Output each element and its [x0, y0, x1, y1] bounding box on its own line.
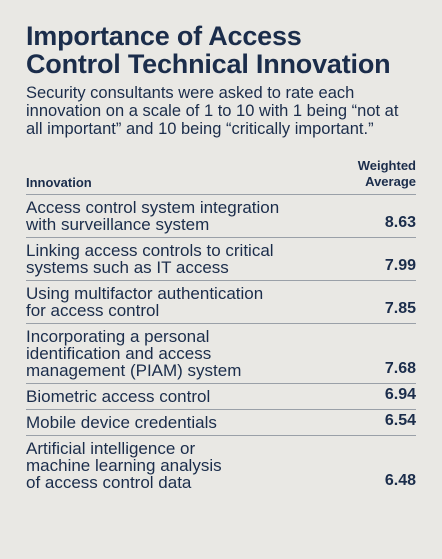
table-row: Artificial intelligence or machine learn… [26, 435, 416, 495]
innovation-label: Biometric access control [26, 387, 211, 406]
column-header-weighted-average: Weighted Average [358, 158, 416, 190]
innovation-label: Artificial intelligence or machine learn… [26, 439, 222, 492]
weighted-average-value: 7.99 [384, 257, 416, 274]
table-row: Incorporating a personal identification … [26, 323, 416, 383]
weighted-average-value: 6.94 [384, 386, 416, 403]
chart-title-line-2: Control Technical Innovation [26, 49, 391, 79]
table-row: Access control system integration with s… [26, 194, 416, 237]
column-header-average: Average [365, 174, 416, 189]
weighted-average-value: 7.85 [384, 300, 416, 317]
weighted-average-value: 7.68 [384, 360, 416, 377]
table-rows: Access control system integration with s… [26, 194, 416, 495]
weighted-average-value: 8.63 [384, 214, 416, 231]
table-row: Mobile device credentials 6.54 [26, 409, 416, 435]
innovation-label: Incorporating a personal identification … [26, 327, 242, 380]
innovation-label: Using multifactor authentication for acc… [26, 284, 264, 320]
chart-subtitle: Security consultants were asked to rate … [26, 84, 399, 138]
column-header-innovation: Innovation [26, 175, 92, 190]
innovation-label: Mobile device credentials [26, 413, 217, 432]
chart-title: Importance of Access Control Technical I… [26, 22, 416, 78]
table-row: Using multifactor authentication for acc… [26, 280, 416, 323]
chart-title-line-1: Importance of Access [26, 21, 302, 51]
table-row: Linking access controls to critical syst… [26, 237, 416, 280]
innovation-label: Linking access controls to critical syst… [26, 241, 274, 277]
table-row: Biometric access control 6.94 [26, 383, 416, 409]
weighted-average-value: 6.48 [384, 472, 416, 489]
column-header-weighted: Weighted [357, 158, 416, 173]
table-header: Innovation Weighted Average [26, 152, 416, 192]
innovation-label: Access control system integration with s… [26, 198, 280, 234]
weighted-average-value: 6.54 [384, 412, 416, 429]
